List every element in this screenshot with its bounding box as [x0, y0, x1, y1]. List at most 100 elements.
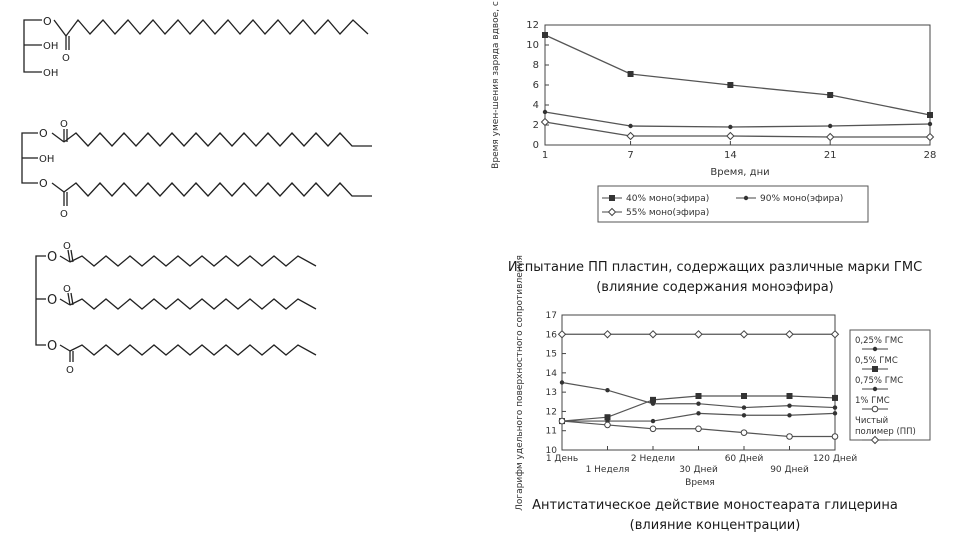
chart1-series-line-1 [544, 34, 931, 116]
chart1-point [627, 71, 634, 77]
chart2-caption-line1: Антистатическое действие моностеарата гл… [532, 498, 898, 513]
hydroxyl-label: OH [39, 154, 54, 165]
chart2-legend-label: 0,5% ГМС [855, 356, 898, 366]
fatty-acid-chain [69, 298, 317, 310]
ester-oxygen-label: O [47, 293, 57, 308]
chart2-point [696, 411, 701, 416]
chart2-point [695, 425, 702, 433]
chart2-point [830, 330, 840, 339]
carbonyl-oxygen-label: O [63, 241, 71, 252]
chart2-x-tick-label: 1 День [546, 454, 578, 464]
chart2-point [559, 380, 565, 385]
chart2-legend-label: 1% ГМС [855, 396, 890, 406]
chart1-y-axis-label: Время умен-шения заряда вдвое, с [491, 1, 501, 169]
chart2-point [787, 403, 792, 408]
chart1-ticks: 0 2 4 6 8 10 12 1 7 14 21 28 [526, 20, 936, 161]
chart1-legend-box [597, 185, 869, 223]
chart2-point [604, 421, 611, 429]
ester-bond [51, 132, 65, 143]
chart1-x-axis-label: Время, дни [710, 167, 769, 178]
chart2-y-tick-label: 17 [546, 311, 557, 321]
chart2-x-tick-label: 2 Недели [631, 454, 675, 464]
chart2-point [741, 413, 747, 418]
chart2-caption-line2: (влияние концентрации) [629, 518, 801, 533]
chart2-ticks: 10 11 12 13 14 15 16 17 1 День 2 Недели 60 Дней 120… [546, 311, 858, 475]
carbonyl-bond [67, 292, 71, 306]
chart1-y-tick-label: 8 [533, 60, 539, 71]
chart1-point [825, 132, 835, 142]
chart2-point [650, 396, 656, 403]
chart2-y-tick-label: 15 [546, 350, 557, 360]
chart1-legend-label: 90% моно(эфира) [760, 194, 843, 204]
chart1-x-tick-label: 21 [824, 150, 837, 161]
chart2-series-line-2 [561, 395, 836, 422]
chart2-x-tick-label: 60 Дней [725, 454, 764, 464]
chart2-point [557, 330, 567, 339]
molecule-monoglyceride: O OH O OH [23, 15, 369, 79]
chart2-y-tick-label: 11 [546, 427, 557, 437]
chart1-series-line-3 [544, 121, 930, 138]
chart1-point [927, 112, 933, 118]
chart-gms-concentration: Логарифм удельного поверхностного сопрот… [515, 255, 931, 511]
chart2-legend-marker [872, 386, 878, 392]
chart2-y-tick-label: 14 [546, 369, 558, 379]
chart2-legend-marker [870, 435, 880, 445]
chart2-legend-label: Чистый [855, 416, 888, 426]
chart1-series [540, 32, 935, 142]
chart1-x-tick-label: 1 [542, 150, 548, 161]
molecule-triglyceride: O O O O O O [35, 241, 317, 376]
glycerol-backbone [35, 255, 46, 346]
chart2-x-tick-label: 30 Дней [679, 465, 718, 475]
chart2-point [741, 393, 747, 399]
chart1-caption: Испытание ПП пластин, содержащих различн… [480, 258, 950, 298]
chart1-point [626, 131, 635, 141]
carbonyl-oxygen-label: O [63, 284, 71, 295]
chart1-point [542, 109, 548, 115]
chart1-legend-entries: 40% моно(эфира) 90% моно(эфира) 55% моно(э… [602, 194, 843, 218]
glycerol-backbone [23, 19, 42, 73]
fatty-acid-chain [69, 344, 317, 356]
ester-bond [51, 182, 65, 193]
chart2-point [786, 393, 793, 399]
chart2-legend-label: 0,25% ГМС [855, 336, 903, 346]
chart2-point [787, 413, 792, 418]
chart1-y-axis-label-text: Время умен-шения заряда вдвое, с [491, 1, 501, 169]
chart1-point [726, 131, 735, 141]
ester-oxygen-label: O [39, 127, 48, 140]
chart1-point [728, 124, 733, 130]
chart1-point [827, 92, 834, 98]
chart2-point [832, 394, 838, 401]
chart2-point [605, 388, 610, 393]
hydroxyl-label: OH [43, 41, 58, 52]
hydroxyl-label: OH [43, 68, 58, 79]
chart2-y-axis-label-text: Логарифм удельного поверхностного сопрот… [515, 255, 525, 511]
chart2-point [604, 414, 611, 421]
chart1-legend: 40% моно(эфира) 90% моно(эфира) 55% моно(э… [597, 185, 869, 223]
fatty-acid-chain [65, 18, 369, 37]
chart2-point [696, 401, 701, 406]
chart1-series-line-2 [544, 111, 931, 128]
chart2-caption: Антистатическое действие моностеарата гл… [480, 496, 950, 536]
carbonyl-oxygen-label: O [60, 119, 68, 130]
chart1-y-tick-label: 10 [526, 40, 539, 51]
ester-bond [59, 344, 71, 352]
chart1-point [540, 117, 550, 127]
chart1-legend-label: 55% моно(эфира) [626, 208, 709, 218]
chart1-x-tick-label: 7 [627, 150, 633, 161]
chart2-x-tick-label: 1 Неделя [586, 465, 630, 475]
chart2-point [739, 330, 749, 339]
ester-oxygen-label: O [39, 177, 48, 190]
chart1-point [827, 123, 833, 129]
molecule-diglyceride: O O OH O O [21, 119, 372, 220]
ester-oxygen-label: O [43, 15, 52, 28]
chart1-y-tick-label: 2 [533, 120, 539, 131]
chart2-point [832, 405, 838, 410]
chart2-x-axis-label: Время [685, 478, 715, 488]
carbonyl-oxygen-label: O [62, 53, 70, 64]
chart2-legend-marker [872, 346, 878, 352]
chart1-y-tick-label: 12 [526, 20, 539, 31]
chart-monoester-content: Время умен-шения заряда вдвое, с Время, … [491, 1, 936, 223]
chart2-legend-box [849, 329, 931, 441]
chart1-point [925, 132, 935, 142]
ester-bond [59, 298, 71, 306]
